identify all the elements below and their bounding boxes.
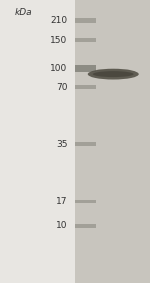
- Ellipse shape: [88, 69, 139, 80]
- Bar: [75, 65, 96, 72]
- Ellipse shape: [95, 69, 131, 72]
- Text: 100: 100: [50, 64, 68, 73]
- Text: 35: 35: [56, 140, 68, 149]
- Bar: [75, 200, 96, 203]
- Bar: [0, 0, 75, 283]
- Bar: [75, 142, 96, 146]
- Text: 17: 17: [56, 197, 68, 206]
- Bar: [75, 0, 150, 283]
- Bar: [75, 18, 96, 23]
- Text: 10: 10: [56, 221, 68, 230]
- Text: 210: 210: [50, 16, 68, 25]
- Bar: [75, 224, 96, 228]
- Bar: [75, 38, 96, 42]
- Bar: [75, 85, 96, 89]
- Text: 70: 70: [56, 83, 68, 92]
- Text: kDa: kDa: [15, 8, 33, 17]
- Text: 150: 150: [50, 36, 68, 45]
- Ellipse shape: [93, 71, 134, 77]
